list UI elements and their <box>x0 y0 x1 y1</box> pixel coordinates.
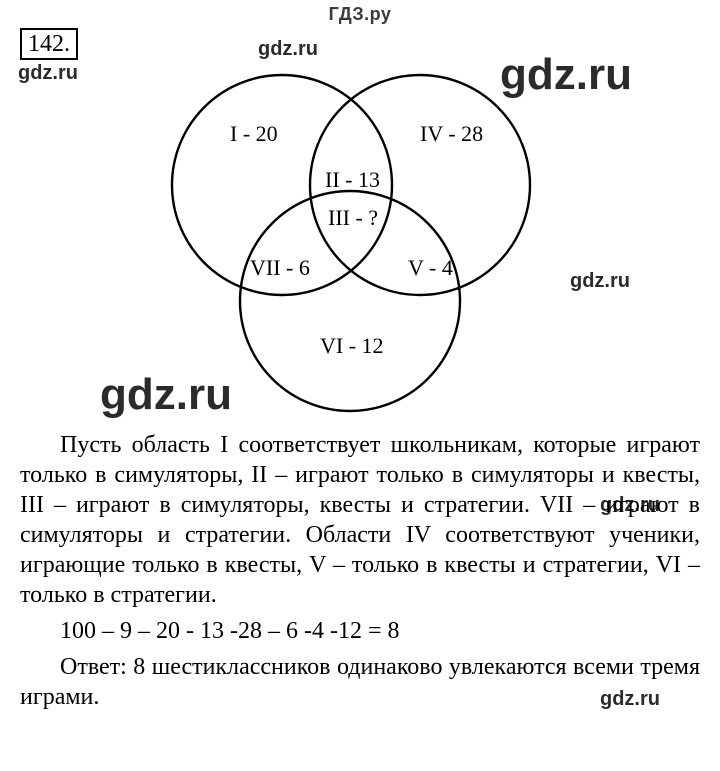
paragraph-explanation: Пусть область I соответствует школьникам… <box>20 430 700 610</box>
venn-region-label: III - ? <box>328 205 378 230</box>
venn-diagram: I - 20 IV - 28 II - 13 III - ? VII - 6 V - 4 V… <box>120 35 550 415</box>
watermark: gdz.ru <box>18 62 78 85</box>
venn-region-label: I - 20 <box>230 121 278 146</box>
venn-region-label: II - 13 <box>325 167 380 192</box>
problem-number: 142. <box>20 28 78 60</box>
page: ГДЗ.ру 142. gdz.ru gdz.ru gdz.ru gdz.ru … <box>0 0 720 771</box>
venn-region-label: VI - 12 <box>320 333 384 358</box>
venn-region-label: V - 4 <box>408 255 453 280</box>
venn-svg: I - 20 IV - 28 II - 13 III - ? VII - 6 V - 4 V… <box>120 35 550 415</box>
solution-text: Пусть область I соответствует школьникам… <box>20 430 700 718</box>
venn-region-label: VII - 6 <box>250 255 310 280</box>
calculation-line: 100 – 9 – 20 - 13 -28 – 6 -4 -12 = 8 <box>20 616 700 646</box>
venn-region-label: IV - 28 <box>420 121 483 146</box>
answer-line: Ответ: 8 шестиклассников одинаково увлек… <box>20 652 700 712</box>
watermark: gdz.ru <box>570 270 630 293</box>
site-header: ГДЗ.ру <box>0 4 720 25</box>
